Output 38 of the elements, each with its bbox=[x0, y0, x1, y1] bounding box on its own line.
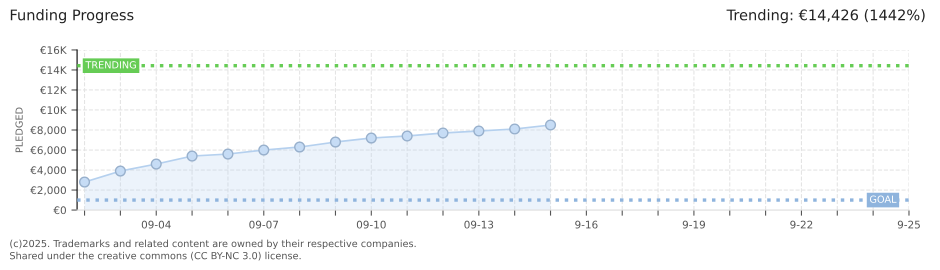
point bbox=[366, 132, 377, 144]
point bbox=[437, 127, 449, 139]
y-tick-label: €8,000 bbox=[30, 126, 66, 136]
y-tick-label: €12K bbox=[40, 86, 67, 94]
point bbox=[294, 141, 306, 153]
x-tick-label: 9-16 bbox=[575, 220, 598, 229]
x-tick-label: 09-10 bbox=[356, 220, 386, 229]
text: (c)2025. Trademarks and related content are owned by their respective companies. bbox=[10, 240, 416, 250]
y-tick-label: €4,000 bbox=[30, 166, 66, 176]
chart-title: Funding Progress bbox=[10, 9, 134, 24]
point bbox=[473, 125, 484, 137]
point bbox=[186, 150, 198, 162]
point bbox=[509, 123, 520, 135]
point bbox=[150, 158, 162, 170]
y-tick-label: €16K bbox=[40, 46, 67, 54]
text: Shared under the creative commons (CC BY-NC 3.0) license. bbox=[10, 252, 301, 260]
point bbox=[114, 165, 126, 177]
x-tick-label: 09-07 bbox=[249, 220, 278, 229]
point bbox=[222, 148, 234, 160]
ref-line-label: GOAL bbox=[870, 196, 896, 203]
ref-line-label: TRENDING bbox=[85, 61, 136, 69]
x-tick-label: 09-04 bbox=[142, 220, 171, 229]
y-tick-label: €10K bbox=[40, 106, 67, 114]
y-tick-label: €0 bbox=[53, 206, 66, 214]
x-tick-label: 9-19 bbox=[682, 220, 705, 229]
point bbox=[402, 130, 413, 142]
point bbox=[330, 136, 342, 148]
point bbox=[78, 176, 90, 188]
chart-subtitle: Trending: €14,426 (1442%) bbox=[726, 9, 925, 24]
y-tick-label: €6,000 bbox=[30, 146, 66, 156]
y-tick-label: €14K bbox=[40, 66, 67, 74]
x-tick-label: 9-22 bbox=[790, 220, 812, 229]
point bbox=[258, 144, 270, 156]
x-tick-label: 09-13 bbox=[464, 220, 494, 229]
x-tick-label: 9-25 bbox=[898, 220, 920, 229]
y-tick-label: €2,000 bbox=[30, 186, 66, 196]
y-axis-title: PLEDGED bbox=[15, 108, 23, 152]
point bbox=[544, 119, 556, 131]
